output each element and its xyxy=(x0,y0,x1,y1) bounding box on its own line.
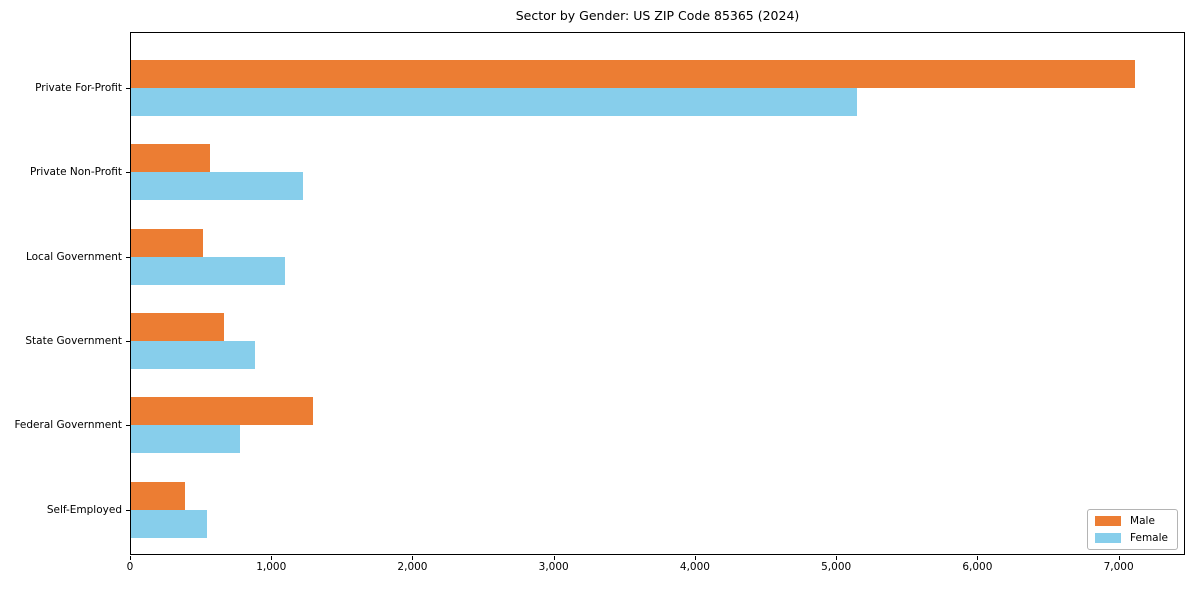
bar-male-state-government xyxy=(131,312,225,341)
x-tick-7000 xyxy=(1118,556,1120,560)
y-label-state-government: State Government xyxy=(25,334,122,347)
y-label-private-for-profit: Private For-Profit xyxy=(35,82,122,94)
legend-item-female: Female xyxy=(1095,532,1168,544)
bar-female-private-for-profit xyxy=(131,88,857,116)
legend-label-male: Male xyxy=(1130,515,1155,527)
y-tick-local-government xyxy=(126,256,130,258)
x-label-5000: 5,000 xyxy=(821,561,852,573)
y-tick-federal-government xyxy=(126,425,130,427)
plot-area: Male Female xyxy=(130,32,1185,555)
x-label-6000: 6,000 xyxy=(962,561,993,573)
x-tick-2000 xyxy=(412,556,414,560)
legend-item-male: Male xyxy=(1095,515,1168,527)
legend-swatch-female xyxy=(1095,533,1122,543)
y-label-local-government: Local Government xyxy=(25,250,122,263)
y-label-self-employed: Self-Employed xyxy=(46,503,122,516)
x-tick-1000 xyxy=(271,556,273,560)
bar-male-local-government xyxy=(131,228,203,257)
bar-female-federal-government xyxy=(131,425,240,454)
x-label-2000: 2,000 xyxy=(397,561,428,573)
x-label-3000: 3,000 xyxy=(538,561,569,573)
legend: Male Female xyxy=(1087,509,1178,550)
bar-male-private-non-profit xyxy=(131,144,210,173)
legend-swatch-male xyxy=(1095,516,1122,526)
x-label-0: 0 xyxy=(126,561,134,573)
y-label-federal-government: Federal Government xyxy=(14,419,122,432)
y-label-private-non-profit: Private Non-Profit xyxy=(29,166,122,179)
x-tick-4000 xyxy=(694,556,696,560)
x-label-1000: 1,000 xyxy=(256,561,287,573)
x-tick-0 xyxy=(130,556,131,560)
bar-female-private-non-profit xyxy=(131,172,303,201)
y-tick-private-non-profit xyxy=(126,172,130,174)
legend-label-female: Female xyxy=(1130,532,1168,544)
y-tick-state-government xyxy=(126,340,130,342)
x-label-4000: 4,000 xyxy=(679,561,710,573)
bar-male-federal-government xyxy=(131,397,313,426)
bar-male-self-employed xyxy=(131,481,185,510)
y-tick-self-employed xyxy=(126,509,130,511)
x-tick-5000 xyxy=(836,556,838,560)
y-tick-private-for-profit xyxy=(126,88,130,89)
x-tick-3000 xyxy=(553,556,555,560)
x-label-7000: 7,000 xyxy=(1103,561,1134,573)
x-tick-6000 xyxy=(977,556,979,560)
bar-female-local-government xyxy=(131,256,285,285)
bar-male-private-for-profit xyxy=(131,60,1135,88)
chart-title: Sector by Gender: US ZIP Code 85365 (202… xyxy=(515,8,800,23)
bar-female-state-government xyxy=(131,340,256,369)
bar-female-self-employed xyxy=(131,509,208,538)
